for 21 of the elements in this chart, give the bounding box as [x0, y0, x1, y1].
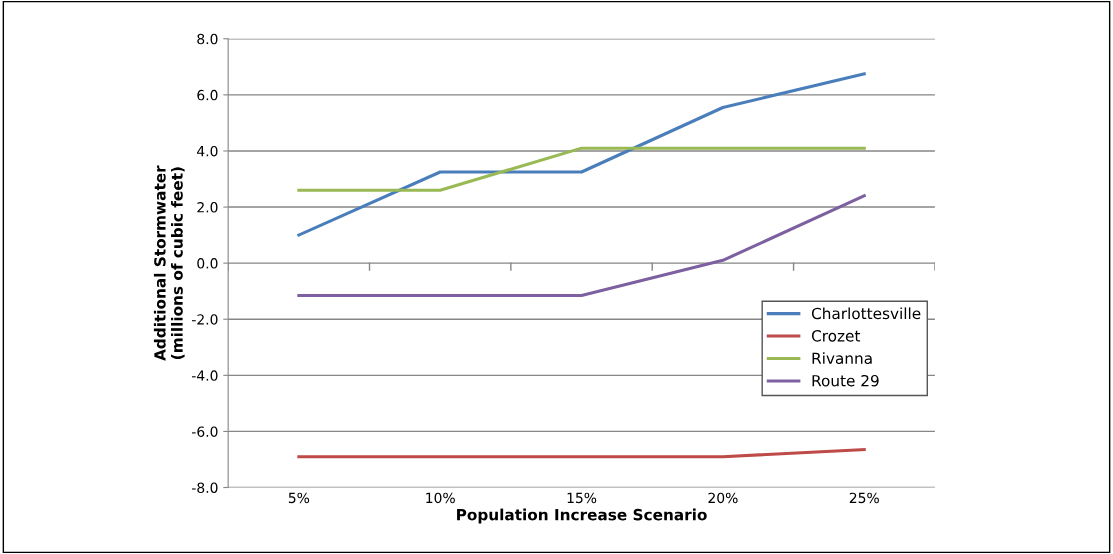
y-tick-label: 2.0 [197, 202, 218, 213]
line-series [297, 72, 866, 237]
x-tick-label: 5% [288, 492, 310, 504]
y-axis-title: Additional Stormwater (millions of cubic feet) [153, 165, 185, 361]
x-tick-label: 25% [849, 492, 879, 504]
y-tick-label: 4.0 [197, 145, 218, 157]
x-tick-label: 10% [426, 492, 455, 504]
x-axis-title: Population Increase Scenario [457, 508, 707, 524]
legend-label: Charlottesville [811, 307, 921, 320]
y-tick-label: -4.0 [192, 370, 218, 381]
y-tick-label: 0.0 [197, 258, 218, 269]
y-tick-label: 8.0 [197, 33, 218, 45]
legend-label: Route 29 [812, 374, 879, 387]
y-tick-label: -8.0 [192, 482, 218, 493]
y-tick-label: 6.0 [197, 89, 218, 101]
legend-label: Rivanna [812, 352, 872, 365]
y-tick-label: -6.0 [192, 426, 218, 437]
legend-label: Crozet [811, 330, 861, 342]
x-tick-label: 20% [708, 492, 738, 504]
y-tick-label: -2.0 [192, 314, 218, 325]
x-tick-label: 15% [567, 492, 597, 504]
